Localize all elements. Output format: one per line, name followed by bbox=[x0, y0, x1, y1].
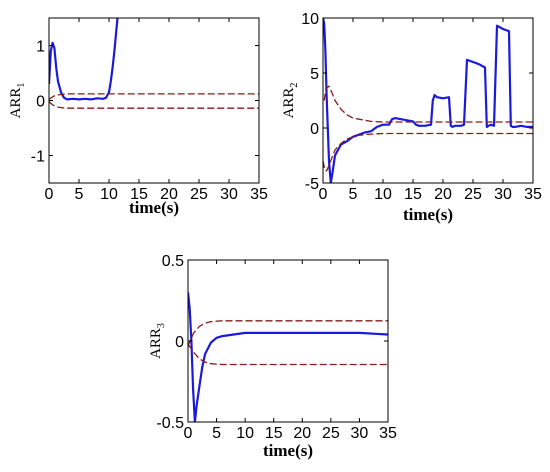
x-tick-label: 15 bbox=[265, 425, 283, 442]
x-axis-label: time(s) bbox=[129, 198, 179, 217]
y-tick-label: 10 bbox=[301, 11, 319, 28]
y-tick-label: 1 bbox=[36, 39, 45, 56]
residual-line bbox=[49, 18, 119, 101]
y-tick-label: 0 bbox=[175, 334, 184, 351]
y-axis-label-main: ARR bbox=[281, 88, 297, 119]
x-tick-label: 0 bbox=[184, 425, 193, 442]
y-axis-label: ARR2 bbox=[281, 83, 300, 119]
x-tick-label: 30 bbox=[351, 425, 369, 442]
residual-line bbox=[323, 18, 533, 183]
y-axis-label-subscript: 3 bbox=[156, 323, 167, 328]
x-tick-label: 15 bbox=[130, 186, 148, 203]
y-tick-label: -0.5 bbox=[156, 415, 184, 432]
lower-threshold-line bbox=[323, 132, 533, 172]
x-tick-label: 20 bbox=[160, 186, 178, 203]
plot-frame bbox=[187, 259, 389, 423]
residual-line bbox=[188, 292, 388, 422]
x-tick-label: 10 bbox=[374, 186, 392, 203]
x-axis-label: time(s) bbox=[403, 205, 453, 224]
y-tick-label: 0 bbox=[36, 94, 45, 111]
x-tick-label: 0 bbox=[319, 186, 328, 203]
plot-area bbox=[188, 292, 388, 422]
plot-frame bbox=[48, 17, 260, 184]
x-tick-label: 5 bbox=[212, 425, 221, 442]
plot-area bbox=[323, 18, 533, 183]
x-tick-label: 10 bbox=[236, 425, 254, 442]
x-tick-label: 20 bbox=[434, 186, 452, 203]
y-tick-label: 5 bbox=[310, 66, 319, 83]
upper-threshold-line bbox=[323, 85, 533, 123]
lower-threshold-line bbox=[49, 101, 259, 109]
y-axis-label-main: ARR bbox=[148, 328, 164, 359]
x-tick-label: 15 bbox=[404, 186, 422, 203]
x-tick-label: 0 bbox=[45, 186, 54, 203]
y-axis-label-main: ARR bbox=[8, 88, 24, 119]
x-tick-label: 35 bbox=[250, 186, 268, 203]
x-tick-label: 5 bbox=[75, 186, 84, 203]
lower-threshold-line bbox=[188, 343, 388, 366]
plot-frame bbox=[322, 17, 534, 184]
y-axis-label: ARR3 bbox=[148, 323, 167, 359]
x-tick-label: 30 bbox=[494, 186, 512, 203]
y-axis-label-subscript: 2 bbox=[289, 83, 300, 88]
plot-area bbox=[49, 18, 259, 109]
x-tick-label: 20 bbox=[293, 425, 311, 442]
x-tick-label: 35 bbox=[379, 425, 397, 442]
x-tick-label: 25 bbox=[322, 425, 340, 442]
y-tick-label: 0 bbox=[310, 121, 319, 138]
upper-threshold-line bbox=[188, 320, 388, 347]
y-tick-label: 0.5 bbox=[162, 253, 184, 270]
y-axis-label: ARR1 bbox=[8, 83, 27, 119]
y-tick-label: -5 bbox=[305, 176, 319, 193]
y-axis-label-subscript: 1 bbox=[16, 83, 27, 88]
x-tick-label: 30 bbox=[220, 186, 238, 203]
x-tick-label: 10 bbox=[100, 186, 118, 203]
x-axis-label: time(s) bbox=[263, 441, 313, 460]
upper-threshold-line bbox=[49, 93, 259, 100]
x-tick-label: 35 bbox=[524, 186, 542, 203]
x-tick-label: 25 bbox=[464, 186, 482, 203]
x-tick-label: 25 bbox=[190, 186, 208, 203]
y-tick-label: -1 bbox=[31, 149, 45, 166]
x-tick-label: 5 bbox=[349, 186, 358, 203]
